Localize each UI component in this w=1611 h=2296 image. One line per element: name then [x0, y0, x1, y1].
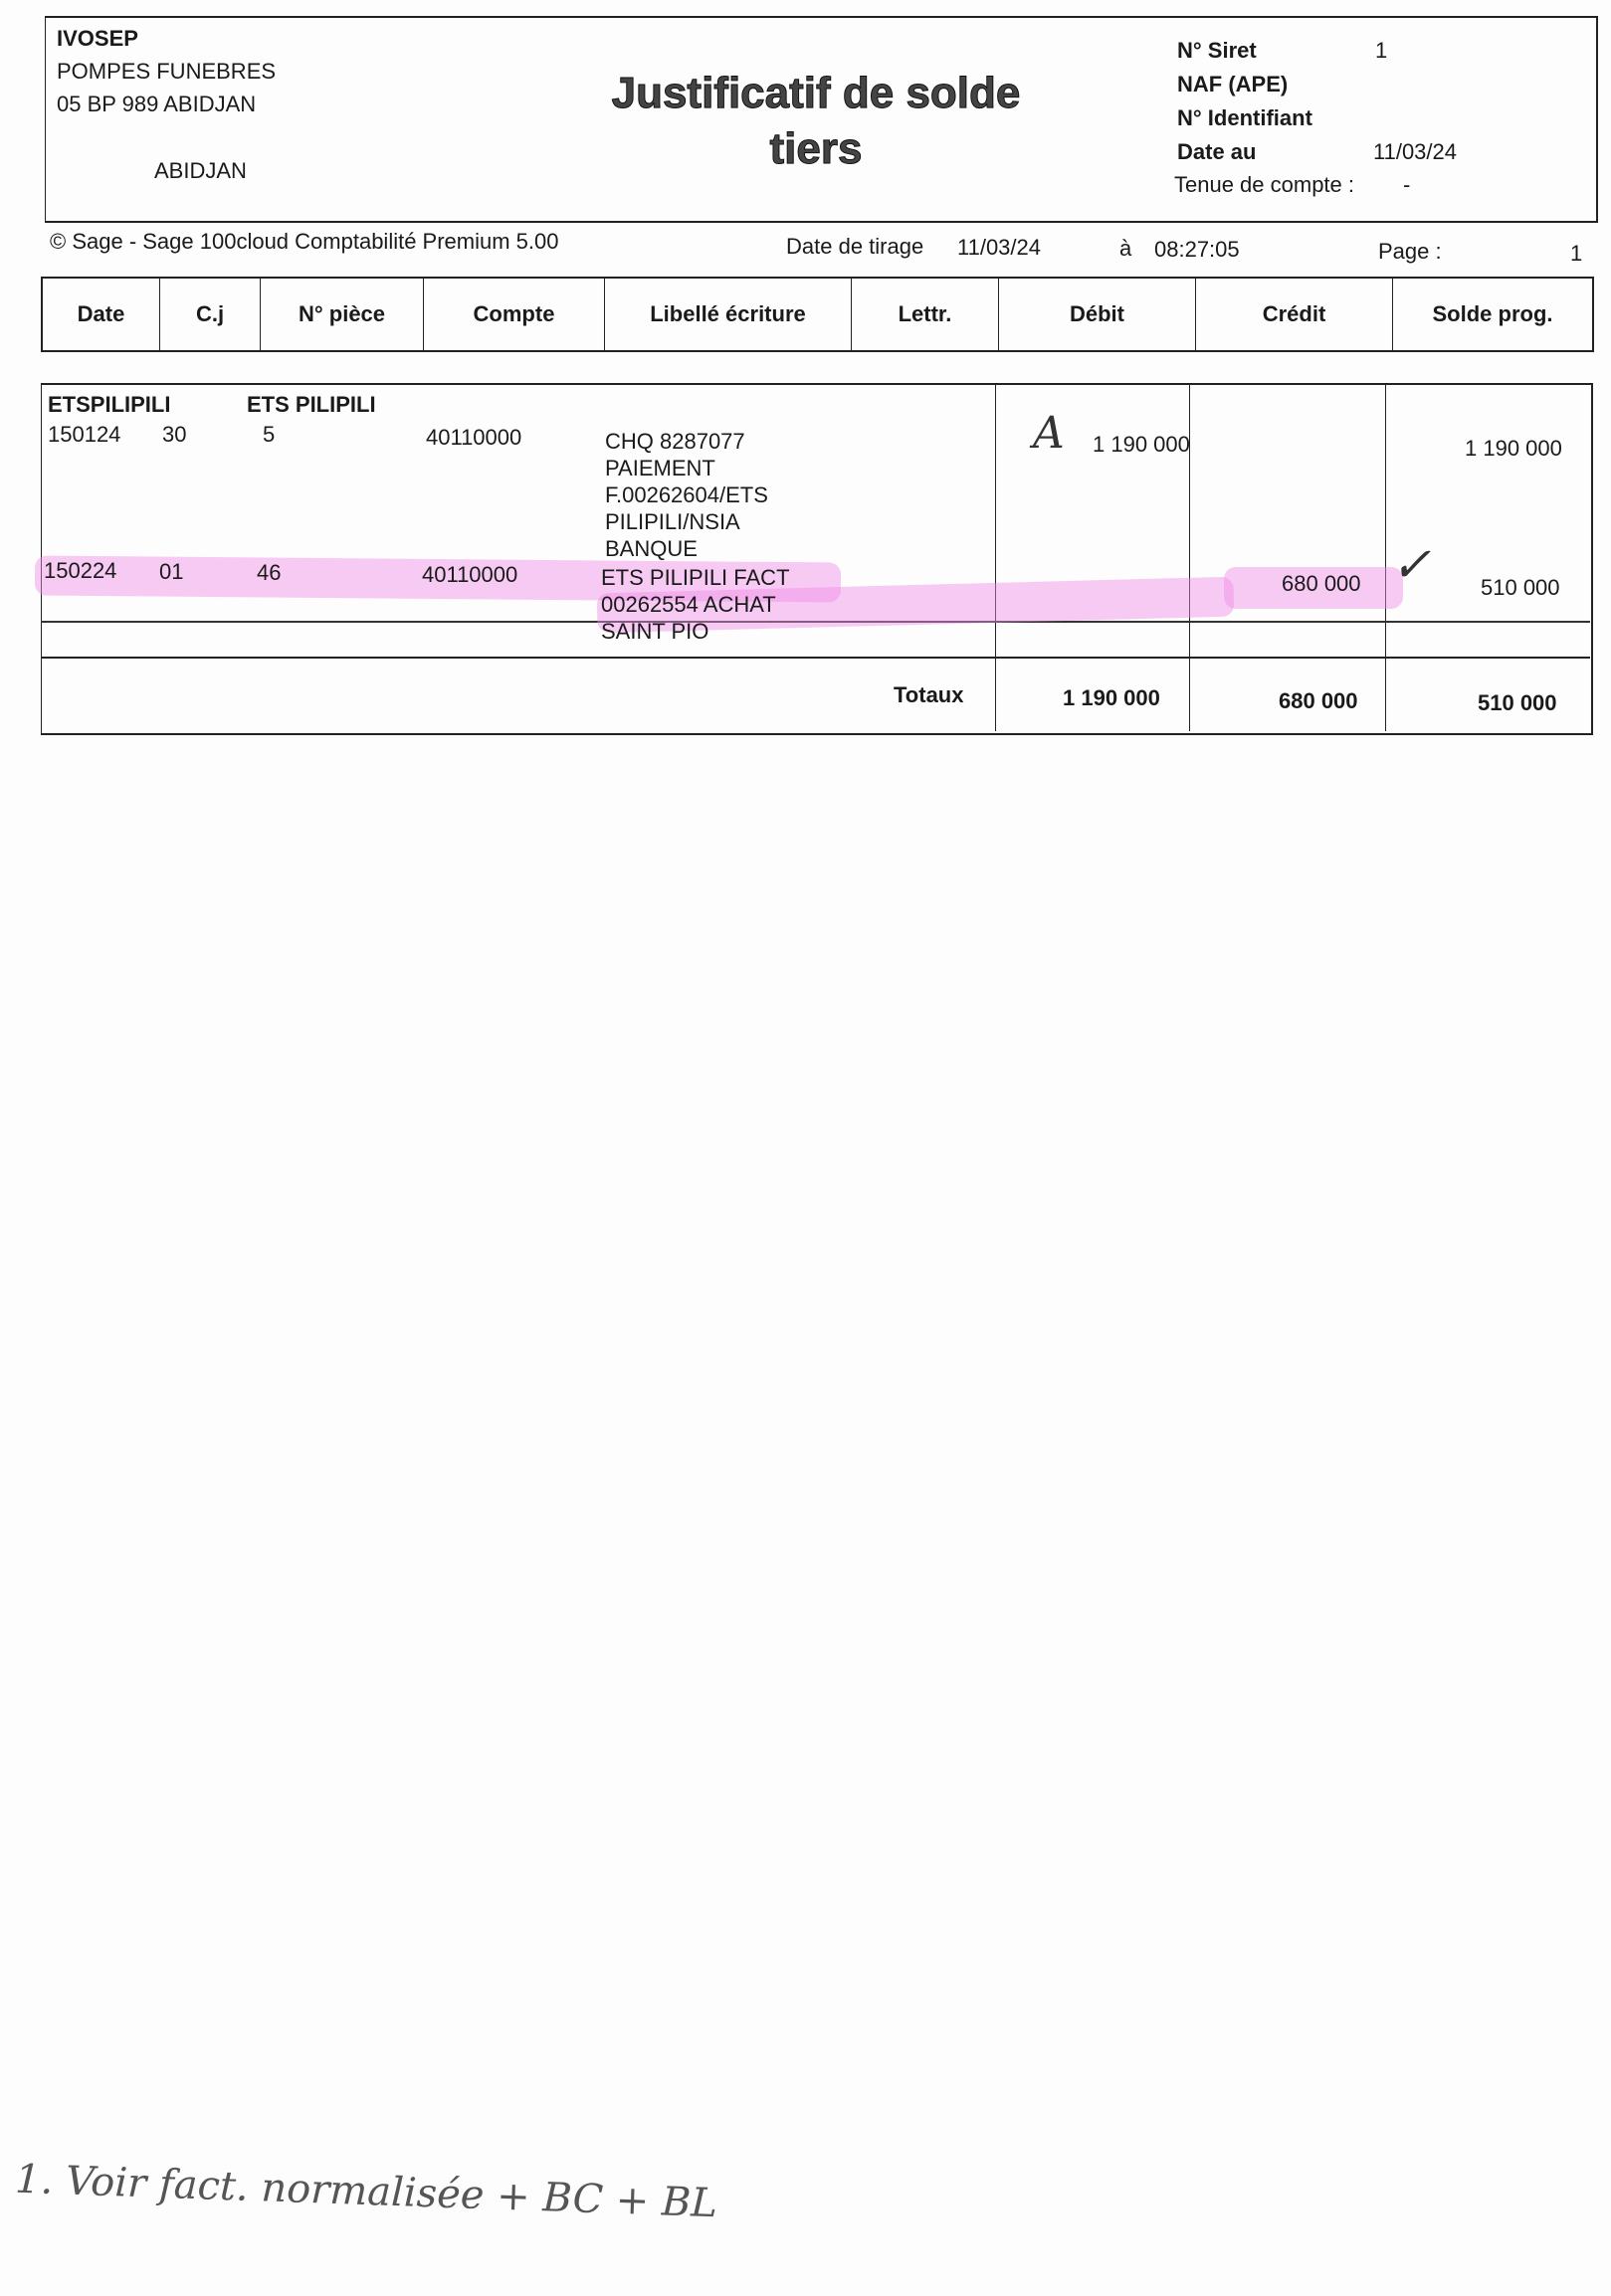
- row-cj: 01: [159, 559, 184, 584]
- at-label: à: [1119, 236, 1132, 261]
- date-label: Date au: [1177, 139, 1257, 164]
- row-compte: 40110000: [422, 562, 518, 587]
- row-date: 150124: [48, 422, 121, 447]
- libelle-line: SAINT PIO: [601, 619, 709, 644]
- company-city: ABIDJAN: [154, 158, 247, 183]
- row-piece: 5: [263, 422, 276, 447]
- totals-label: Totaux: [894, 682, 964, 707]
- col-compte: Compte: [424, 279, 605, 350]
- col-piece: N° pièce: [261, 279, 424, 350]
- row-debit: 1 190 000: [1093, 432, 1190, 457]
- col-cj: C.j: [160, 279, 261, 350]
- row-libelle: ETS PILIPILI FACT 00262554 ACHAT SAINT P…: [601, 564, 790, 645]
- row-date: 150224: [44, 558, 117, 583]
- company-name: IVOSEP: [57, 26, 138, 51]
- totals-debit: 1 190 000: [1063, 685, 1160, 710]
- title-line1: Justificatif de solde: [611, 69, 1021, 118]
- naf-label: NAF (APE): [1177, 72, 1289, 96]
- divider: [1189, 383, 1190, 731]
- account-name: ETS PILIPILI: [247, 392, 376, 417]
- col-credit: Crédit: [1196, 279, 1393, 350]
- column-header-row: Date C.j N° pièce Compte Libellé écritur…: [41, 277, 1594, 352]
- software-line: © Sage - Sage 100cloud Comptabilité Prem…: [50, 229, 559, 254]
- libelle-line: PILIPILI/NSIA: [605, 509, 740, 534]
- siret-label: N° Siret: [1177, 38, 1257, 63]
- col-libelle: Libellé écriture: [605, 279, 852, 350]
- page-title: Justificatif de solde tiers: [557, 66, 1075, 177]
- row-solde: 1 190 000: [1465, 436, 1562, 461]
- libelle-line: BANQUE: [605, 536, 698, 561]
- row-cj: 30: [162, 422, 187, 447]
- date-value: 11/03/24: [1373, 139, 1458, 164]
- libelle-line: PAIEMENT: [605, 456, 715, 480]
- tirage-date: 11/03/24: [957, 235, 1042, 260]
- account-code: ETSPILIPILI: [48, 392, 171, 417]
- divider: [41, 657, 1590, 659]
- libelle-line: 00262554 ACHAT: [601, 592, 776, 617]
- checkmark-icon: ✓: [1391, 537, 1432, 593]
- row-compte: 40110000: [426, 425, 522, 450]
- col-date: Date: [43, 279, 160, 350]
- col-solde: Solde prog.: [1432, 301, 1553, 326]
- siret-value: 1: [1375, 38, 1388, 63]
- totals-credit: 680 000: [1279, 688, 1358, 713]
- totals-solde: 510 000: [1478, 690, 1557, 715]
- tenue-label: Tenue de compte :: [1174, 172, 1355, 197]
- libelle-line: F.00262604/ETS: [605, 482, 768, 507]
- ident-label: N° Identifiant: [1177, 105, 1312, 130]
- company-line2: 05 BP 989 ABIDJAN: [57, 92, 257, 116]
- col-lettr: Lettr.: [852, 279, 999, 350]
- libelle-line: CHQ 8287077: [605, 429, 745, 454]
- handwritten-note: 1. Voir fact. normalisée + BC + BL: [14, 2156, 718, 2227]
- table-body: [41, 383, 1593, 735]
- company-line1: POMPES FUNEBRES: [57, 59, 277, 84]
- divider: [995, 383, 996, 731]
- row-solde: 510 000: [1481, 575, 1560, 600]
- title-line2: tiers: [769, 124, 863, 174]
- highlight-mark: [1224, 567, 1403, 609]
- divider: [41, 621, 1590, 623]
- handwritten-annotation: A: [1033, 408, 1065, 459]
- row-piece: 46: [257, 560, 282, 585]
- col-debit: Débit: [999, 279, 1196, 350]
- tirage-label: Date de tirage: [786, 234, 924, 259]
- page-number: 1: [1570, 241, 1583, 266]
- header-box: [45, 16, 1598, 223]
- page-label: Page :: [1378, 239, 1442, 264]
- divider: [1385, 383, 1386, 731]
- row-libelle: CHQ 8287077 PAIEMENT F.00262604/ETS PILI…: [605, 428, 768, 562]
- tenue-value: -: [1403, 172, 1411, 197]
- row-credit: 680 000: [1282, 571, 1361, 596]
- tirage-time: 08:27:05: [1154, 237, 1240, 262]
- libelle-line: ETS PILIPILI FACT: [601, 565, 790, 590]
